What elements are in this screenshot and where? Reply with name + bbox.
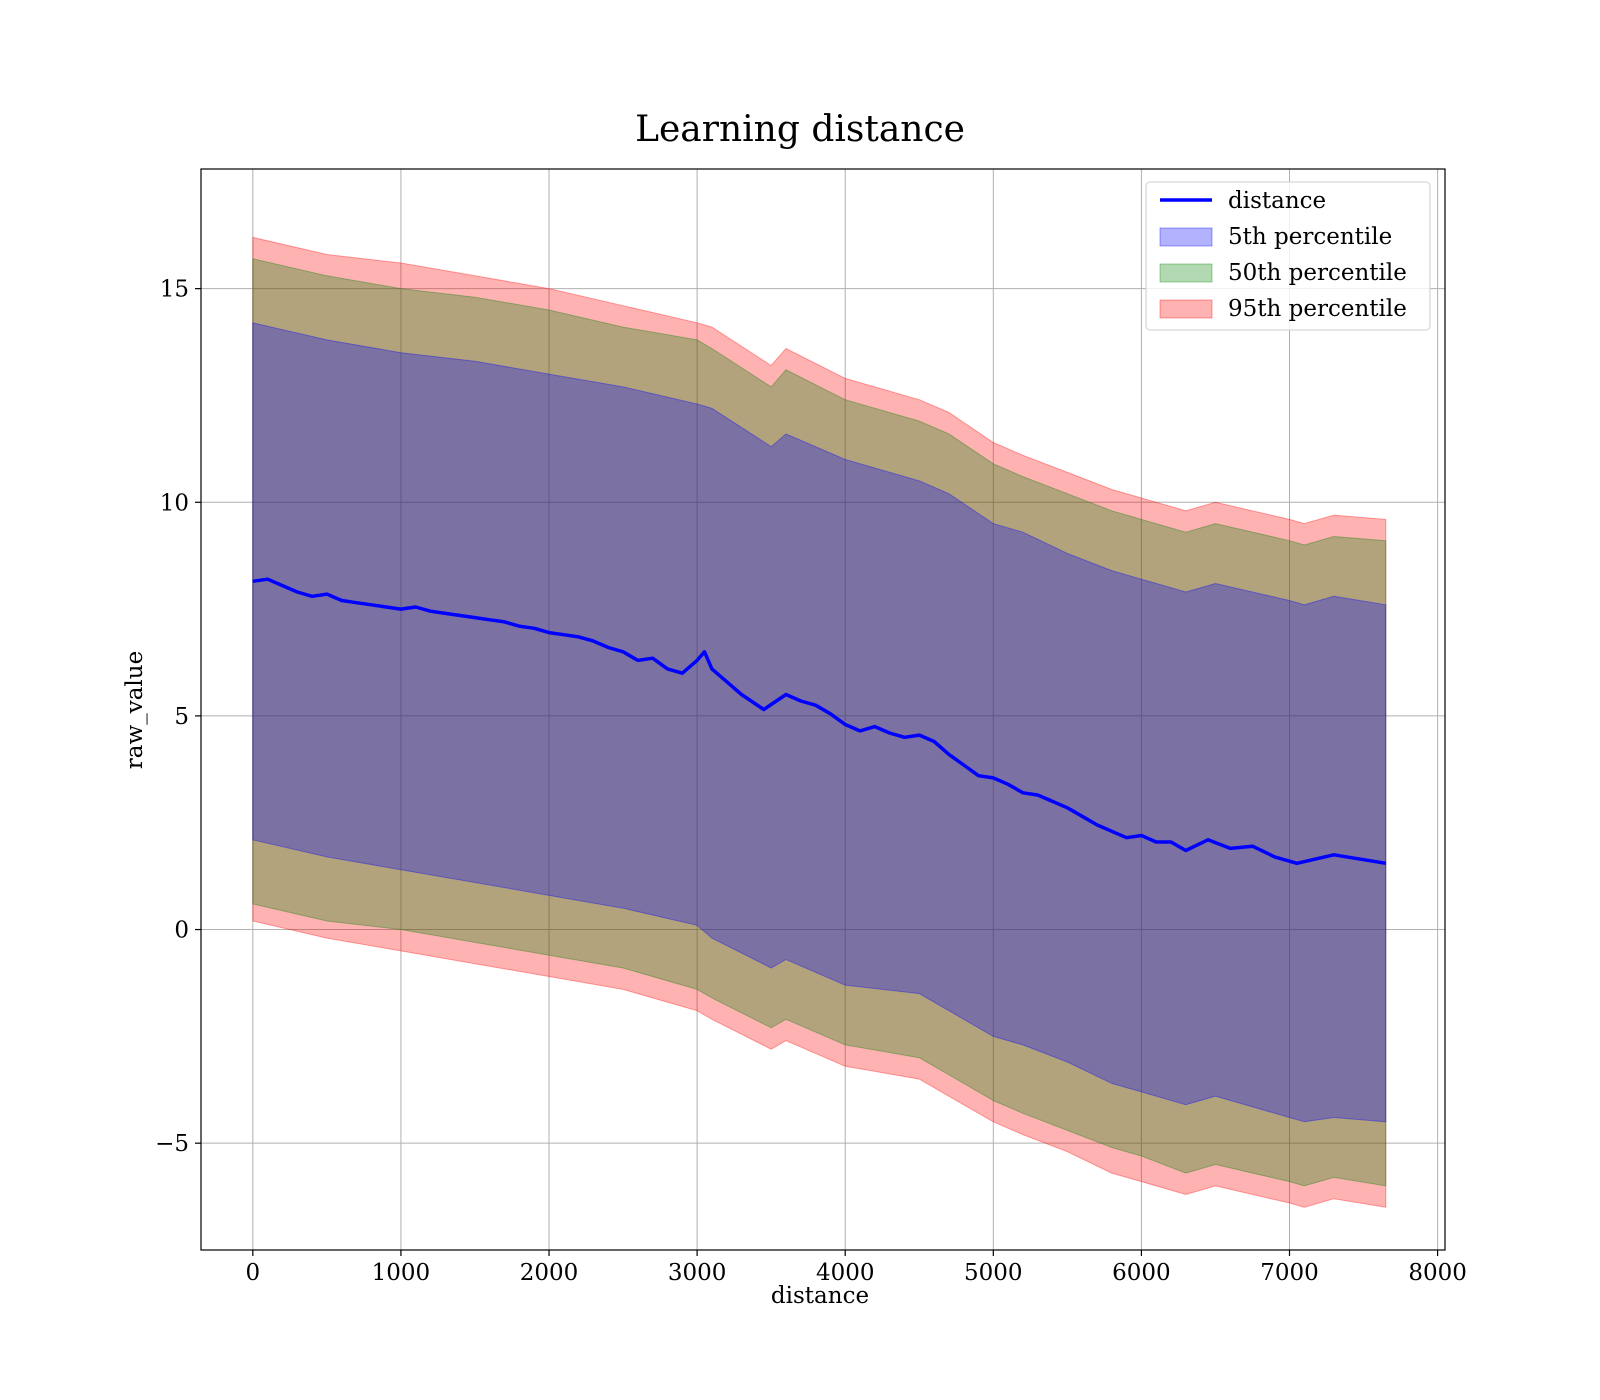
legend-label-5th: 5th percentile xyxy=(1228,224,1392,250)
y-axis-ticks: −5 0 5 10 15 xyxy=(155,277,201,1157)
legend: distance 5th percentile 50th percentile … xyxy=(1145,181,1431,331)
legend-label-50th: 50th percentile xyxy=(1228,260,1407,286)
band-5th-percentile xyxy=(252,322,1387,1123)
distance-line xyxy=(252,577,1387,866)
percentile-bands xyxy=(252,236,1387,1208)
y-tick-label: 0 xyxy=(174,918,189,944)
legend-box xyxy=(1145,181,1431,331)
legend-swatch-95th xyxy=(1159,299,1213,319)
x-tick-label: 1000 xyxy=(372,1260,431,1286)
x-tick-label: 8000 xyxy=(1408,1260,1467,1286)
y-tick-label: 10 xyxy=(160,490,189,516)
x-axis-ticks: 0 1000 2000 3000 4000 5000 6000 7000 8000 xyxy=(246,1250,1467,1286)
x-tick-label: 5000 xyxy=(964,1260,1023,1286)
legend-swatch-50th xyxy=(1159,263,1213,283)
x-tick-label: 0 xyxy=(246,1260,261,1286)
x-tick-label: 6000 xyxy=(1112,1260,1171,1286)
y-tick-label: −5 xyxy=(155,1131,189,1157)
legend-label-95th: 95th percentile xyxy=(1228,296,1407,322)
x-tick-label: 7000 xyxy=(1260,1260,1319,1286)
x-tick-label: 4000 xyxy=(816,1260,875,1286)
x-tick-label: 2000 xyxy=(520,1260,579,1286)
y-tick-label: 5 xyxy=(174,704,189,730)
chart-title: Learning distance xyxy=(635,109,965,150)
x-tick-label: 3000 xyxy=(668,1260,727,1286)
y-tick-label: 15 xyxy=(160,277,189,303)
legend-swatch-5th xyxy=(1159,227,1213,247)
x-axis-label: distance xyxy=(771,1283,869,1309)
band-95th-percentile xyxy=(252,236,1387,1208)
plot-frame xyxy=(200,168,1446,1251)
legend-label-distance: distance xyxy=(1228,188,1326,214)
series-layer xyxy=(252,577,1387,866)
band-50th-percentile xyxy=(252,258,1387,1187)
y-axis-label: raw_value xyxy=(122,651,148,769)
